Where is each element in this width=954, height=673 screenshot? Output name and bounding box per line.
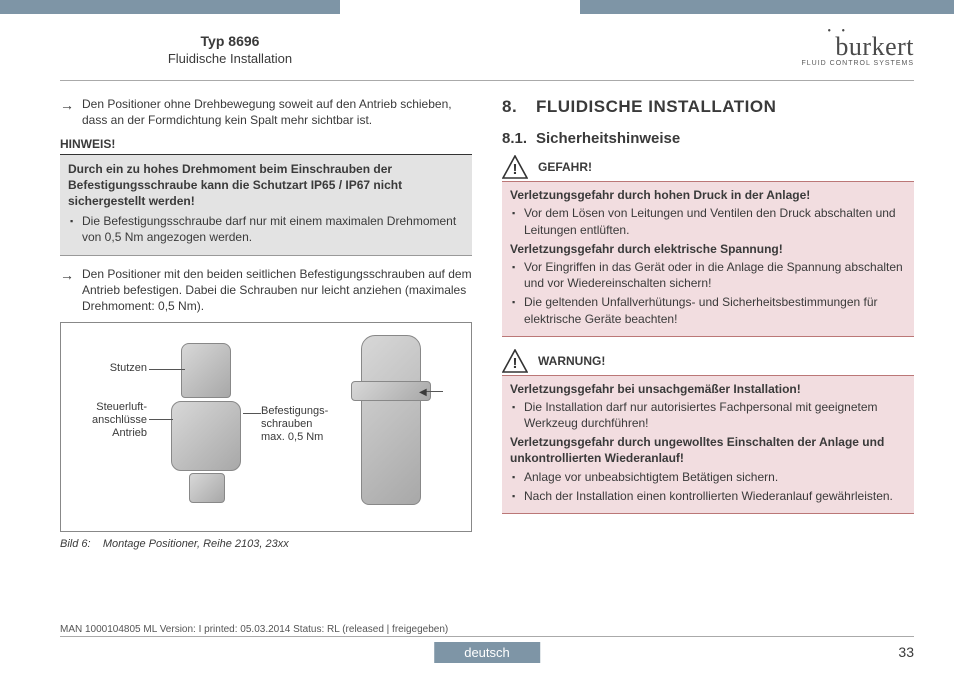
warning-bullet: Anlage vor unbeabsichtigtem Betätigen si…	[510, 469, 906, 485]
svg-text:!: !	[513, 161, 518, 178]
header-subtitle: Fluidische Installation	[100, 51, 360, 66]
page-number: 33	[898, 644, 914, 660]
instruction-2: Den Positioner mit den beiden seitlichen…	[82, 266, 472, 315]
brand-logo: • • burkert FLUID CONTROL SYSTEMS	[801, 32, 914, 67]
arrow-icon: →	[60, 266, 82, 315]
instruction-1: Den Positioner ohne Drehbewegung soweit …	[82, 96, 472, 128]
header-type: Typ 8696	[100, 33, 360, 49]
danger-bullet: Die geltenden Unfallverhütungs- und Sich…	[510, 294, 906, 326]
danger-title-2: Verletzungsgefahr durch elektrische Span…	[510, 241, 906, 257]
danger-box: Verletzungsgefahr durch hohen Druck in d…	[502, 181, 914, 337]
warning-triangle-icon: !	[502, 349, 528, 373]
document-id: MAN 1000104805 ML Version: I printed: 05…	[60, 624, 448, 635]
page-header: Typ 8696 Fluidische Installation • • bur…	[0, 22, 954, 76]
warning-title-2: Verletzungsgefahr durch ungewolltes Eins…	[510, 434, 906, 466]
warning-bullet: Nach der Installation einen kontrolliert…	[510, 488, 906, 504]
figure-box: Stutzen Steuerluft- anschlüsse Antrieb B…	[60, 322, 472, 532]
danger-row: ! GEFAHR!	[502, 155, 914, 179]
notice-bold: Durch ein zu hohes Drehmoment beim Einsc…	[68, 161, 464, 210]
warning-label: WARNUNG!	[538, 353, 605, 369]
danger-label: GEFAHR!	[538, 159, 592, 175]
arrow-icon: →	[60, 96, 82, 128]
warning-box: Verletzungsgefahr bei unsachgemäßer Inst…	[502, 375, 914, 514]
fig-label-befest: Befestigungs- schrauben max. 0,5 Nm	[261, 405, 351, 445]
right-column: 8.FLUIDISCHE INSTALLATION 8.1.Sicherheit…	[502, 96, 914, 613]
language-tab: deutsch	[434, 642, 540, 663]
svg-text:!: !	[513, 355, 518, 372]
left-column: → Den Positioner ohne Drehbewegung sowei…	[60, 96, 472, 613]
section-heading: 8.FLUIDISCHE INSTALLATION	[502, 96, 914, 119]
subsection-heading: 8.1.Sicherheitshinweise	[502, 129, 914, 149]
danger-title-1: Verletzungsgefahr durch hohen Druck in d…	[510, 187, 906, 203]
fig-label-steuerluft: Steuerluft- anschlüsse Antrieb	[67, 401, 147, 441]
warning-row: ! WARNUNG!	[502, 349, 914, 373]
fig-label-stutzen: Stutzen	[67, 361, 147, 376]
top-color-bar	[0, 0, 954, 14]
page-footer: MAN 1000104805 ML Version: I printed: 05…	[60, 636, 914, 663]
warning-title-1: Verletzungsgefahr bei unsachgemäßer Inst…	[510, 381, 906, 397]
notice-label: HINWEIS!	[60, 136, 472, 154]
warning-bullet: Die Installation darf nur autorisiertes …	[510, 399, 906, 431]
notice-box: Durch ein zu hohes Drehmoment beim Einsc…	[60, 155, 472, 256]
figure-caption: Bild 6: Montage Positioner, Reihe 2103, …	[60, 537, 472, 552]
danger-bullet: Vor dem Lösen von Leitungen und Ventilen…	[510, 205, 906, 237]
notice-bullet: Die Befestigungsschraube darf nur mit ei…	[68, 213, 464, 245]
danger-bullet: Vor Eingriffen in das Gerät oder in die …	[510, 259, 906, 291]
warning-triangle-icon: !	[502, 155, 528, 179]
